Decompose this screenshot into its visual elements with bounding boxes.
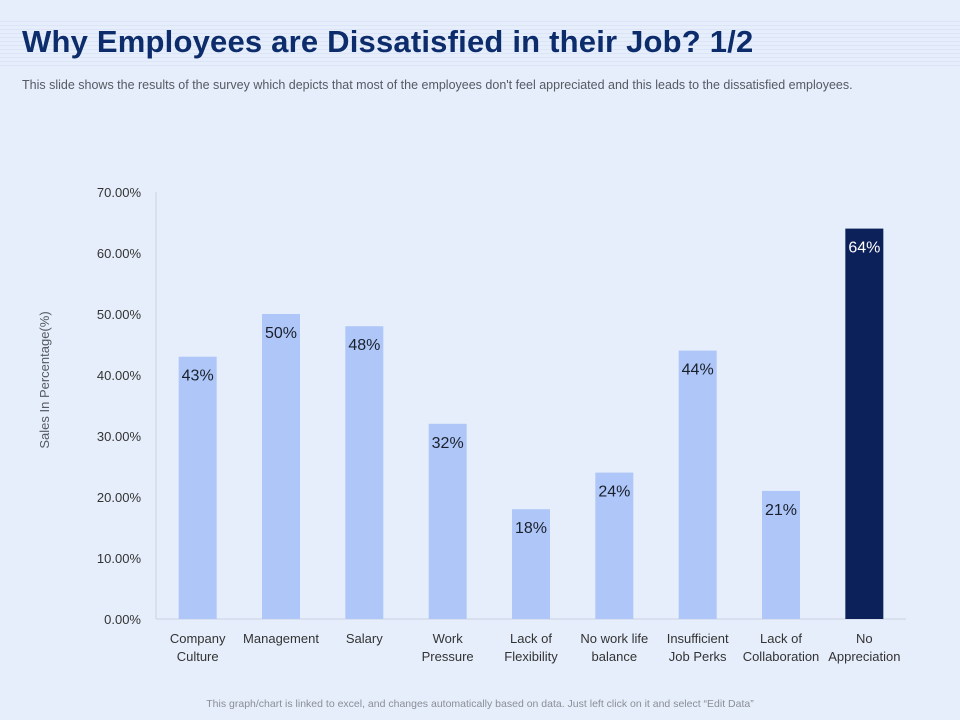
y-tick-label: 50.00% bbox=[97, 307, 142, 322]
data-label: 21% bbox=[765, 502, 797, 519]
bar-2[interactable] bbox=[345, 326, 384, 619]
x-tick-label-line: No bbox=[856, 631, 873, 646]
data-label: 48% bbox=[348, 337, 380, 354]
data-label: 32% bbox=[432, 435, 464, 452]
y-axis-label: Sales In Percentage(%) bbox=[37, 311, 52, 448]
x-tick-label-line: Work bbox=[433, 631, 464, 646]
x-tick-label-line: Flexibility bbox=[504, 649, 558, 664]
x-tick-label-line: Insufficient bbox=[667, 631, 729, 646]
y-tick-label: 40.00% bbox=[97, 368, 142, 383]
x-tick-label: Lack of Flexibility bbox=[504, 631, 558, 664]
x-tick-label: Insufficient Job Perks bbox=[667, 631, 729, 664]
bar-3[interactable] bbox=[428, 423, 467, 619]
y-tick-label: 30.00% bbox=[97, 429, 142, 444]
bar-chart[interactable]: 0.00% 10.00% 20.00% 30.00% 40.00% 50.00% 60.00… bbox=[0, 0, 960, 690]
x-tick-label: No work life balance bbox=[580, 631, 648, 664]
data-label: 24% bbox=[598, 484, 630, 501]
x-tick-label-line: Job Perks bbox=[669, 649, 727, 664]
x-tick-label-line: Appreciation bbox=[828, 649, 900, 664]
y-tick-label: 10.00% bbox=[97, 551, 142, 566]
page-title: Why Employees are Dissatisfied in their … bbox=[22, 24, 754, 59]
x-tick-label: Lack of Collaboration bbox=[743, 631, 820, 664]
x-tick-label-line: Management bbox=[243, 631, 319, 646]
data-label: 50% bbox=[265, 325, 297, 342]
x-tick-label-line: Culture bbox=[177, 649, 219, 664]
bar-1[interactable] bbox=[262, 314, 300, 619]
x-tick-label-line: Collaboration bbox=[743, 649, 820, 664]
footer-note: This graph/chart is linked to excel, and… bbox=[206, 698, 754, 710]
data-label: 43% bbox=[182, 368, 214, 385]
data-label: 44% bbox=[682, 362, 714, 379]
bar-5[interactable] bbox=[595, 472, 634, 619]
bar-8[interactable] bbox=[845, 228, 884, 619]
bar-0[interactable] bbox=[178, 356, 217, 619]
data-label: 18% bbox=[515, 520, 547, 537]
y-tick-label: 20.00% bbox=[97, 490, 142, 505]
x-tick-label-line: Lack of bbox=[760, 631, 802, 646]
x-tick-label-line: Pressure bbox=[422, 649, 474, 664]
title-band bbox=[0, 18, 960, 68]
x-tick-label: Company Culture bbox=[170, 631, 226, 664]
y-tick-label: 60.00% bbox=[97, 246, 142, 261]
x-tick-label: Management bbox=[243, 631, 319, 646]
x-tick-label-line: Company bbox=[170, 631, 226, 646]
x-tick-label-line: balance bbox=[592, 649, 638, 664]
x-tick-label: No Appreciation bbox=[828, 631, 900, 664]
y-tick-label: 0.00% bbox=[104, 612, 141, 627]
y-tick-label: 70.00% bbox=[97, 185, 142, 200]
x-tick-label-line: No work life bbox=[580, 631, 648, 646]
bar-7[interactable] bbox=[762, 490, 800, 619]
bar-6[interactable] bbox=[678, 350, 717, 619]
x-tick-label-line: Lack of bbox=[510, 631, 552, 646]
page-subtitle: This slide shows the results of the surv… bbox=[22, 78, 853, 92]
data-label: 64% bbox=[848, 240, 880, 257]
x-tick-label-line: Salary bbox=[346, 631, 383, 646]
x-tick-label: Work Pressure bbox=[422, 631, 474, 664]
x-tick-label: Salary bbox=[346, 631, 383, 646]
bar-4[interactable] bbox=[512, 509, 550, 619]
